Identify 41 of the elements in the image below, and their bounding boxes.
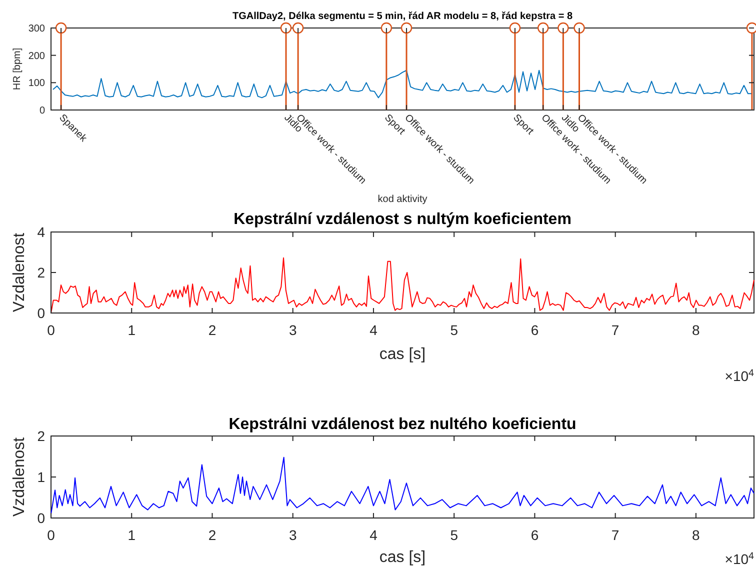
x-tick-label: 2 (208, 322, 216, 338)
chart-title: TGAllDay2, Délka segmentu = 5 min, řád AR modelu = 8, řád kepstra = 8 (232, 11, 573, 22)
x-axis-title: kod aktivity (378, 194, 428, 205)
chart-title: Kepstrálni vzdálenost bez nultého koeficientu (228, 416, 576, 433)
x-tick-label: 1 (128, 322, 136, 338)
line-series (52, 70, 752, 98)
y-axis-title: Vzdalenost (11, 436, 28, 517)
y-tick-label: 0 (37, 304, 46, 321)
y-tick-label: 100 (28, 78, 46, 90)
x-tick-label: 0 (47, 322, 56, 338)
x-tick-label: 7 (611, 527, 620, 543)
x-axis-title: cas [s] (379, 346, 426, 363)
y-tick-label: 4 (37, 224, 46, 240)
text: ×10$^{4}$ (724, 550, 755, 567)
line-series (50, 257, 754, 314)
x-tick-label: 5 (450, 527, 458, 543)
x-tick-label: 6 (530, 527, 539, 543)
x-tick-label: 3 (288, 322, 297, 338)
x-tick-label: 4 (370, 322, 378, 338)
y-tick-label: 300 (28, 24, 46, 34)
x-tick-label: 5 (450, 322, 458, 338)
x-tick-label: 8 (692, 527, 700, 543)
y-tick-label: 2 (37, 264, 46, 280)
y-tick-label: 0 (37, 510, 46, 526)
x-tick-label: 0 (47, 527, 56, 543)
x-tick-label: 1 (128, 527, 136, 543)
line-series (50, 456, 754, 514)
x-tick-label: 8 (692, 322, 700, 338)
y-axis-title: Vzdalenost (11, 232, 28, 312)
y-tick-label: 2 (37, 428, 46, 444)
text: ×10$^{4}$ (724, 368, 755, 384)
y-tick-label: 1 (37, 468, 46, 485)
y-axis-title: HR [bpm] (12, 48, 23, 90)
x-tick-label: 3 (288, 527, 297, 543)
x-tick-label: 7 (611, 322, 620, 338)
x-tick-label: 2 (208, 527, 216, 543)
chart-title: Kepstrální vzdálenost s nultým koeficientem (234, 211, 572, 228)
x-tick-label: 6 (530, 322, 539, 338)
y-tick-label: 200 (28, 50, 46, 62)
x-tick-label: 4 (370, 527, 378, 543)
x-axis-title: cas [s] (379, 549, 426, 566)
